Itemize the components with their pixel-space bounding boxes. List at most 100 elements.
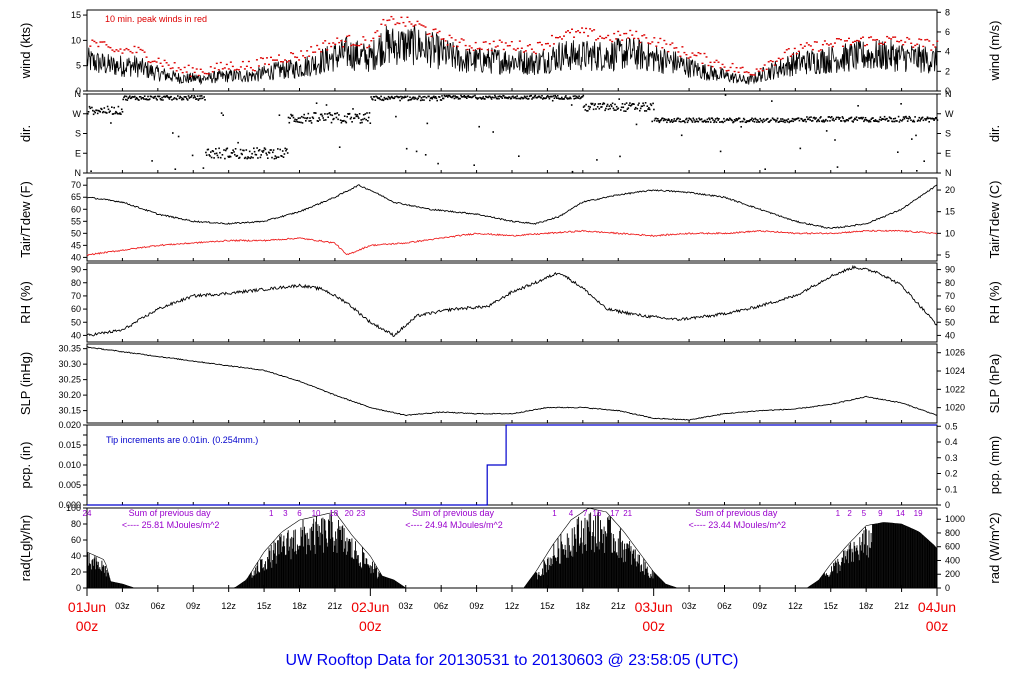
dir-point	[229, 155, 232, 158]
dir-point	[377, 97, 380, 100]
dir-point	[273, 157, 276, 160]
dir-point	[552, 95, 555, 97]
dir-point	[120, 113, 122, 115]
dir-point	[87, 111, 90, 113]
slp-panel: SLP (inHg) SLP (hPa) 30.15 30.20 30.25 30.30 3…	[18, 343, 1002, 424]
temp-rtick-label: 5	[945, 250, 950, 260]
dir-point	[571, 170, 574, 173]
dir-point	[172, 132, 174, 134]
dir-point	[611, 102, 614, 105]
dir-point	[816, 119, 819, 122]
dir-point	[157, 95, 159, 98]
dir-point	[317, 120, 319, 122]
dir-point	[912, 119, 915, 122]
dir-point	[714, 118, 717, 120]
dir-point	[547, 96, 550, 98]
dir-point	[925, 119, 927, 121]
temp-ytick-label: 55	[71, 216, 81, 226]
temp-ylabel-right: Tair/Tdew (C)	[987, 180, 1002, 258]
dir-point	[219, 151, 221, 154]
dir-point	[271, 156, 273, 159]
rad-ytick-label: 60	[71, 535, 81, 545]
pcp-ytick-label: 0.015	[58, 440, 81, 450]
dir-point	[776, 119, 778, 122]
dir-point	[892, 118, 895, 120]
slp-ytick-label: 30.25	[58, 375, 81, 385]
dir-point	[205, 151, 207, 154]
x-tick-label: 12z	[221, 601, 236, 611]
dir-point	[852, 121, 854, 123]
dir-point	[238, 156, 241, 159]
dir-point	[831, 119, 834, 121]
dir-point	[101, 108, 103, 111]
x-tick-label: 06z	[434, 601, 449, 611]
dir-point	[125, 95, 128, 98]
dir-point	[644, 110, 646, 112]
dir-point	[585, 103, 587, 106]
dir-point	[823, 121, 825, 123]
x-tick-label: 18z	[859, 601, 874, 611]
dir-point	[704, 119, 706, 122]
dir-point	[928, 121, 930, 123]
rh-ylabel-right: RH (%)	[987, 281, 1002, 324]
dir-point	[372, 98, 374, 101]
dir-point	[97, 109, 100, 112]
dir-point	[313, 112, 315, 114]
dir-point	[531, 98, 533, 100]
dir-point	[657, 119, 660, 122]
dir-point	[259, 156, 262, 159]
dir-point	[756, 121, 758, 123]
dir-point	[212, 150, 215, 153]
dir-point	[513, 97, 515, 99]
dir-point	[115, 111, 118, 114]
rad-hour-marker: 3	[283, 509, 288, 518]
dir-point	[234, 148, 237, 150]
dir-point	[362, 114, 365, 116]
dir-point	[308, 120, 310, 122]
rad-bars	[86, 511, 937, 588]
rh-ytick-label: 40	[71, 330, 81, 340]
dir-point	[740, 126, 742, 128]
dir-point	[138, 96, 141, 98]
dir-point	[446, 94, 448, 97]
dir-point	[512, 95, 514, 98]
dir-point	[811, 120, 813, 122]
dir-point	[502, 94, 504, 97]
dir-point	[770, 119, 772, 121]
dir-point	[606, 105, 608, 107]
temp-rtick-label: 10	[945, 228, 955, 238]
dir-point	[492, 131, 494, 133]
dir-point	[109, 110, 111, 112]
dir-ylabel-right: dir.	[987, 125, 1002, 142]
dir-point	[465, 95, 467, 98]
dir-point	[314, 112, 316, 114]
dir-point	[282, 156, 285, 158]
dir-point	[421, 99, 424, 101]
dir-point	[599, 103, 601, 105]
dir-point	[639, 107, 642, 110]
dir-point	[122, 98, 124, 101]
dir-point	[346, 115, 348, 118]
dir-point	[443, 94, 446, 97]
dir-point	[724, 94, 727, 96]
dir-point	[180, 96, 182, 99]
dir-point	[824, 120, 826, 122]
rh-rtick-label: 90	[945, 265, 955, 275]
dir-point	[275, 157, 277, 160]
dir-point	[556, 95, 559, 97]
dir-point	[391, 96, 394, 99]
dir-point	[497, 95, 499, 98]
dir-point	[310, 122, 313, 124]
dir-point	[108, 111, 111, 114]
temp-panel: Tair/Tdew (F) Tair/Tdew (C) 40 45 50 55 60 65 70…	[18, 177, 1002, 262]
dir-point	[112, 113, 115, 115]
dir-point	[526, 95, 528, 98]
x-axis: 03z 06z 09z 12z 15z 18z 21z 03z 06z 09z 12z 15z 18z 2…	[68, 588, 956, 634]
dir-point	[487, 96, 489, 99]
dir-point	[545, 97, 547, 99]
dir-point	[168, 98, 171, 100]
dir-point	[878, 120, 880, 123]
dir-point	[607, 108, 610, 111]
dir-point	[354, 113, 357, 116]
dir-point	[88, 105, 91, 108]
